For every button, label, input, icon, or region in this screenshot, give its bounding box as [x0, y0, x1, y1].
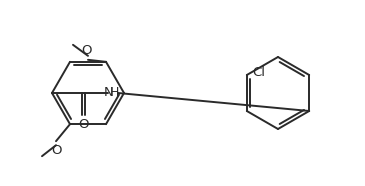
Text: Cl: Cl — [252, 65, 265, 78]
Text: N: N — [104, 86, 114, 99]
Text: O: O — [81, 44, 91, 57]
Text: O: O — [51, 144, 61, 157]
Text: O: O — [78, 118, 88, 131]
Text: H: H — [110, 86, 119, 99]
